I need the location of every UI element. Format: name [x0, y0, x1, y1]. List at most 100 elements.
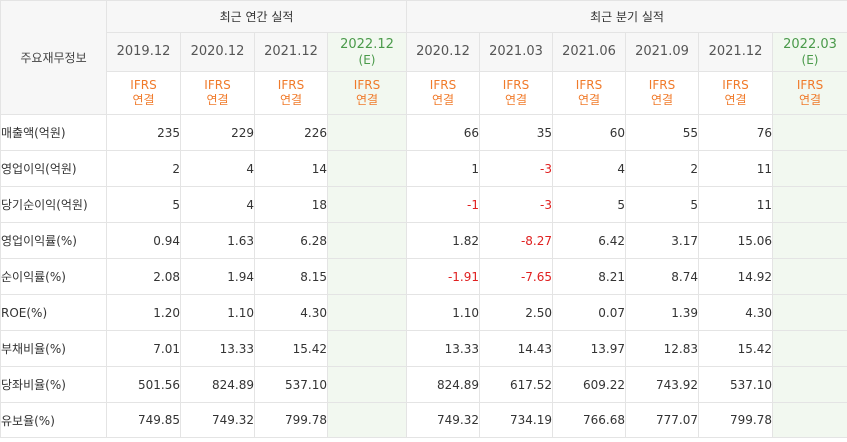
value-cell: 35: [479, 114, 553, 151]
consolidated-label: 연결: [431, 93, 455, 107]
value-cell: 617.52: [479, 366, 553, 403]
value-cell: 4: [552, 150, 626, 187]
value-cell: 734.19: [479, 402, 553, 438]
value-cell: 4: [180, 186, 255, 223]
value-cell: 0.94: [106, 222, 181, 259]
period-label: 2021.12: [708, 44, 763, 59]
ifrs-label: IFRS: [575, 78, 603, 92]
table-row: 매출액(억원) 235 229 226 66 35 60 55 76: [0, 114, 847, 151]
period-label: 2021.06: [562, 44, 616, 59]
estimate-marker: (E): [801, 53, 819, 67]
consolidated-label: 연결: [577, 93, 601, 107]
value-cell: 235: [106, 114, 181, 151]
value-cell: 15.06: [698, 222, 773, 259]
period-label: 2021.03: [489, 44, 543, 59]
ifrs-label: IFRS: [277, 78, 305, 92]
period-label: 2021.12: [264, 44, 318, 59]
period-header: 2021.12: [698, 32, 773, 72]
value-cell: 1.39: [625, 294, 699, 331]
table-row: 영업이익(억원) 2 4 14 1 -3 4 2 11: [0, 150, 847, 187]
value-cell: [771, 186, 847, 223]
value-cell: 13.33: [180, 330, 255, 367]
ifrs-basis: IFRS 연결: [180, 71, 255, 115]
value-cell: 14.43: [479, 330, 553, 367]
value-cell: 1.20: [106, 294, 181, 331]
consolidated-label: 연결: [650, 93, 674, 107]
value-cell: 824.89: [180, 366, 255, 403]
ifrs-basis: IFRS 연결: [771, 71, 847, 115]
value-cell: [327, 258, 407, 295]
consolidated-label: 연결: [798, 93, 822, 107]
value-cell: 2: [106, 150, 181, 187]
table-row: 순이익률(%) 2.08 1.94 8.15 -1.91 -7.65 8.21 8.74 14.…: [0, 258, 847, 295]
period-header: 2022.03 (E): [771, 32, 847, 72]
row-label: 당기순이익(억원): [0, 186, 107, 223]
value-cell: [771, 294, 847, 331]
value-cell: 2.08: [106, 258, 181, 295]
value-cell: -8.27: [479, 222, 553, 259]
period-label: 2022.03: [783, 37, 837, 52]
value-cell: 1.82: [406, 222, 480, 259]
annual-section-title: 최근 연간 실적: [106, 0, 407, 33]
row-label: 유보율(%): [0, 402, 107, 438]
value-cell: 55: [625, 114, 699, 151]
period-header: 2019.12: [106, 32, 181, 72]
value-cell: 3.17: [625, 222, 699, 259]
period-header: 2021.06: [552, 32, 626, 72]
value-cell: 1.94: [180, 258, 255, 295]
table-row: ROE(%) 1.20 1.10 4.30 1.10 2.50 0.07 1.39 4.30: [0, 294, 847, 331]
value-cell: [327, 366, 407, 403]
period-header: 2020.12: [406, 32, 480, 72]
period-header: 2021.03: [479, 32, 553, 72]
value-cell: [327, 186, 407, 223]
value-cell: 7.01: [106, 330, 181, 367]
ifrs-basis: IFRS 연결: [479, 71, 553, 115]
value-cell: 501.56: [106, 366, 181, 403]
value-cell: 609.22: [552, 366, 626, 403]
ifrs-label: IFRS: [722, 78, 749, 92]
ifrs-label: IFRS: [204, 78, 231, 92]
value-cell: 766.68: [552, 402, 626, 438]
value-cell: [771, 222, 847, 259]
ifrs-label: IFRS: [648, 78, 676, 92]
value-cell: 14.92: [698, 258, 773, 295]
period-label: 2020.12: [416, 44, 470, 59]
ifrs-basis: IFRS 연결: [406, 71, 480, 115]
ifrs-basis: IFRS 연결: [552, 71, 626, 115]
ifrs-label: IFRS: [502, 78, 530, 92]
value-cell: [327, 294, 407, 331]
value-cell: 799.78: [254, 402, 328, 438]
value-cell: [327, 150, 407, 187]
ifrs-basis: IFRS 연결: [625, 71, 699, 115]
row-label: 부채비율(%): [0, 330, 107, 367]
value-cell: [771, 366, 847, 403]
table-row: 영업이익률(%) 0.94 1.63 6.28 1.82 -8.27 6.42 3.17 15.…: [0, 222, 847, 259]
ifrs-basis: IFRS 연결: [698, 71, 773, 115]
value-cell: 2: [625, 150, 699, 187]
row-label: 순이익률(%): [0, 258, 107, 295]
value-cell: [771, 402, 847, 438]
value-cell: 66: [406, 114, 480, 151]
value-cell: 824.89: [406, 366, 480, 403]
value-cell: 11: [698, 150, 773, 187]
value-cell: [327, 114, 407, 151]
ifrs-label: IFRS: [429, 78, 457, 92]
period-header: 2021.12: [254, 32, 328, 72]
value-cell: [327, 222, 407, 259]
ifrs-label: IFRS: [353, 78, 381, 92]
period-label: 2019.12: [116, 44, 171, 59]
value-cell: 15.42: [698, 330, 773, 367]
ifrs-label: IFRS: [796, 78, 824, 92]
value-cell: 1: [406, 150, 480, 187]
value-cell: 229: [180, 114, 255, 151]
value-cell: 4.30: [698, 294, 773, 331]
period-header-row: 2019.12 2020.12 2021.12 2022.12 (E) 2020.12 20…: [1, 32, 847, 72]
value-cell: 11: [698, 186, 773, 223]
value-cell: 6.28: [254, 222, 328, 259]
row-label: ROE(%): [0, 294, 107, 331]
table-row: 부채비율(%) 7.01 13.33 15.42 13.33 14.43 13.97 12.8…: [0, 330, 847, 367]
value-cell: [771, 258, 847, 295]
consolidated-label: 연결: [206, 93, 229, 107]
value-cell: [771, 330, 847, 367]
